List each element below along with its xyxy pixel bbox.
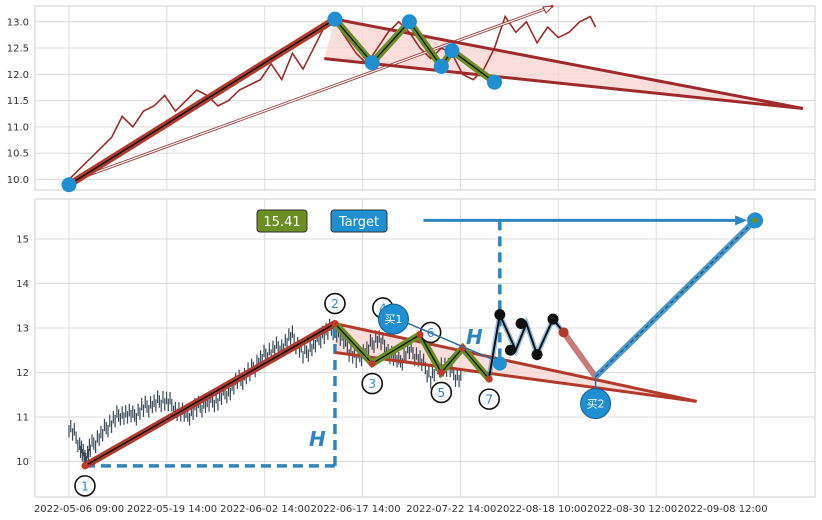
projection-line: [595, 219, 756, 378]
zigzag-core: [334, 18, 495, 83]
breakout-marker: [494, 309, 506, 321]
point-label-circle: [324, 292, 346, 315]
y-tick-label: 10.5: [7, 149, 29, 160]
point-label-circle: [361, 372, 383, 395]
pivot-marker: [433, 58, 449, 74]
top-panel: 10.0 10.5 11.0 11.5 12.0 12.5 13.0: [7, 4, 816, 193]
pivot-marker: [487, 74, 503, 90]
y-tick-label: 12: [16, 368, 29, 379]
point-label-3: 3: [368, 377, 376, 391]
pivot-marker: [444, 43, 460, 59]
price-box: [256, 209, 308, 233]
y-tick-label: 11: [16, 412, 29, 423]
pullback-segment: [561, 330, 599, 379]
buy1-arrow: [407, 322, 493, 360]
y-tick-label: 13.0: [7, 17, 29, 28]
zigzag-core: [334, 323, 490, 380]
x-tick-label: 2022-09-08 12:00: [678, 504, 768, 515]
point-label-circle: [478, 388, 500, 410]
breakout-marker: [547, 313, 559, 325]
pullback-marker: [558, 327, 569, 338]
h-label-pole: H: [309, 427, 326, 451]
target-box: [330, 209, 388, 233]
lower-trendline: [324, 57, 804, 111]
x-tick-label: 2022-05-19 14:00: [127, 504, 217, 515]
pivot-dot: [368, 360, 376, 368]
point-label-2: 2: [331, 297, 339, 311]
x-tick-label: 2022-05-06 09:00: [34, 504, 124, 515]
buy2-label: 买2: [587, 398, 605, 411]
buy1-marker: [377, 303, 409, 335]
point-label-5: 5: [437, 386, 445, 400]
target-arrowhead: [542, 5, 555, 14]
buy1-entry-marker: [492, 356, 507, 371]
pivot-dot: [81, 462, 89, 470]
breakout-marker: [504, 344, 516, 356]
y-tick-label: 13: [16, 323, 29, 334]
y-tick-label: 10: [16, 457, 29, 468]
pivot-marker: [327, 11, 343, 27]
point-label-circle: [430, 381, 453, 404]
y-tick-label: 14: [16, 279, 29, 290]
y-tick-label: 12.5: [7, 44, 29, 55]
x-tick-label: 2022-07-22 14:00: [406, 504, 496, 515]
y-tick-label: 10.0: [7, 175, 29, 186]
flagpole-core: [84, 322, 336, 467]
target-marker-dot: [752, 217, 759, 224]
x-tick-label: 2022-08-30 12:00: [587, 504, 677, 515]
pivot-marker: [364, 55, 380, 71]
upper-trendline: [334, 322, 697, 403]
x-tick-label: 2022-06-17 14:00: [311, 504, 401, 515]
point-label-7: 7: [485, 393, 493, 407]
pivot-marker: [61, 177, 77, 193]
point-label-1: 1: [81, 479, 89, 493]
x-tick-label: 2022-08-18 10:00: [497, 504, 587, 515]
target-label: Target: [338, 215, 379, 230]
target-arrowhead: [735, 215, 748, 226]
y-tick-label: 11.0: [7, 122, 29, 133]
y-tick-label: 11.5: [7, 96, 29, 107]
pivot-dot: [437, 368, 445, 376]
breakout-marker: [515, 318, 527, 330]
flagpole-core: [68, 18, 336, 186]
price-value: 15.41: [263, 215, 300, 230]
pivot-marker: [401, 14, 417, 30]
h-label-target: H: [466, 325, 483, 349]
buy2-marker: [580, 388, 612, 420]
pivot-dot: [331, 320, 339, 328]
pivot-dot: [416, 331, 424, 339]
lower-trendline: [334, 350, 697, 403]
y-tick-label: 15: [16, 235, 29, 246]
breakout-marker: [531, 349, 543, 361]
point-label-circle: [74, 475, 96, 497]
buy1-label: 买1: [384, 313, 402, 326]
x-tick-label: 2022-06-02 14:00: [220, 504, 310, 515]
target-arrow-inner: [68, 5, 554, 183]
upper-trendline: [334, 17, 804, 110]
pivot-dot: [485, 375, 493, 383]
y-tick-label: 12.0: [7, 70, 29, 81]
